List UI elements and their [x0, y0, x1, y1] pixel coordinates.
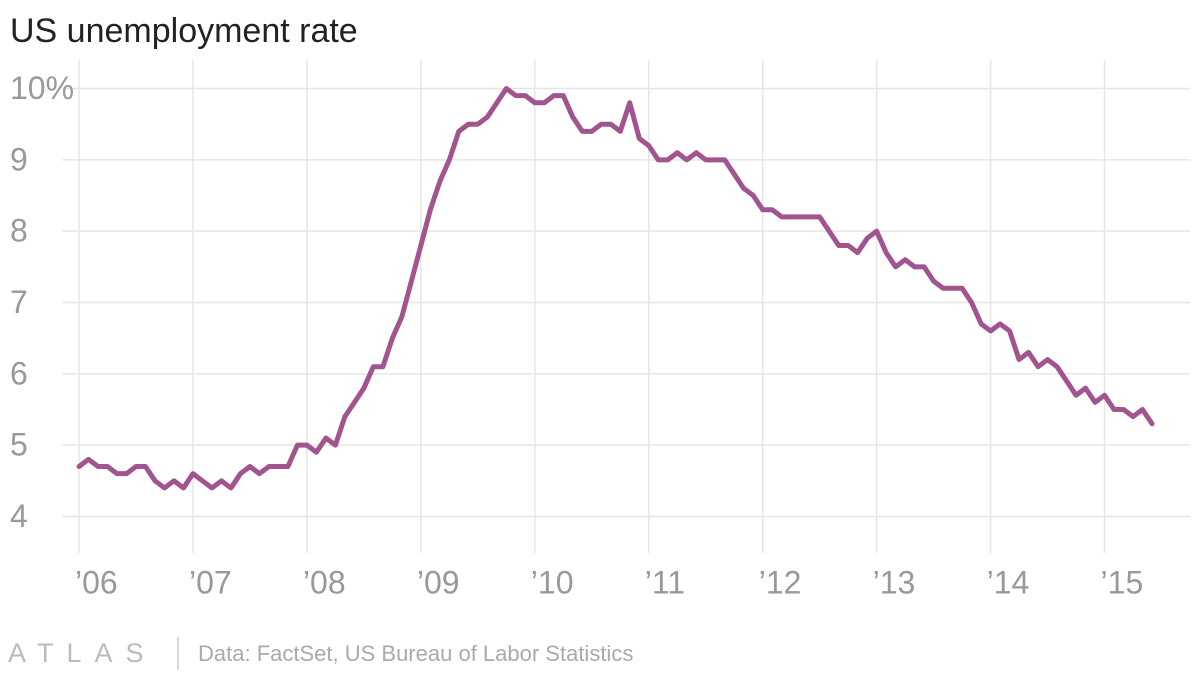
x-tick-label: ’10 — [531, 564, 574, 600]
x-tick-label: ’08 — [303, 564, 346, 600]
x-tick-label: ’12 — [759, 564, 802, 600]
y-tick-label: 5 — [10, 427, 28, 463]
chart-title: US unemployment rate — [10, 12, 358, 50]
x-tick-label: ’06 — [75, 564, 118, 600]
y-tick-label: 8 — [10, 213, 28, 249]
x-tick-label: ’07 — [189, 564, 232, 600]
y-tick-label: 6 — [10, 355, 28, 391]
data-line — [76, 86, 1155, 491]
y-tick-label: 7 — [10, 284, 28, 320]
x-tick-label: ’15 — [1101, 564, 1144, 600]
x-tick-label: ’09 — [417, 564, 460, 600]
y-tick-label: 10% — [10, 70, 74, 106]
source: Data: FactSet, US Bureau of Labor Statis… — [198, 641, 633, 666]
x-tick-label: ’14 — [987, 564, 1030, 600]
y-tick-label: 9 — [10, 141, 28, 177]
y-tick-label: 4 — [10, 498, 28, 534]
x-tick-label: ’11 — [645, 564, 685, 600]
x-tick-label: ’13 — [873, 564, 916, 600]
brand: ATLAS — [8, 638, 157, 668]
